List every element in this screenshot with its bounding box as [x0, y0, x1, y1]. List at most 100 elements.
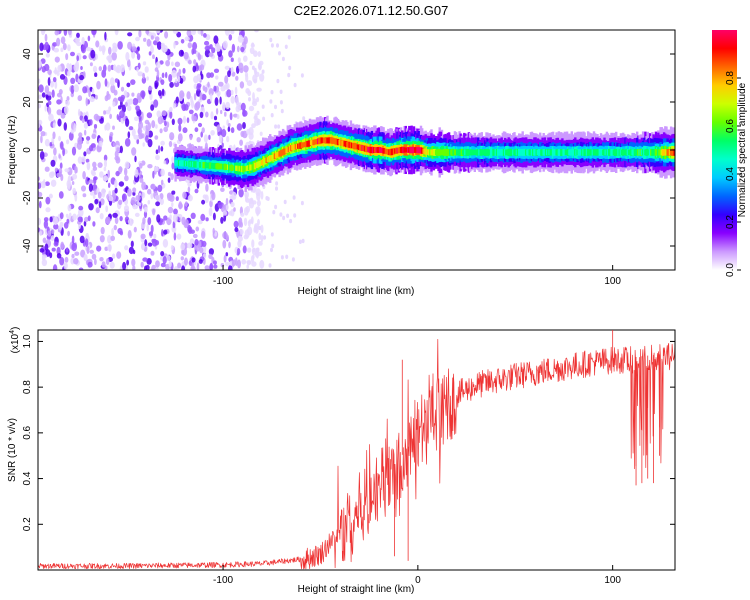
noise-blob	[127, 41, 133, 50]
noise-blob	[155, 30, 161, 34]
noise-blob	[275, 186, 278, 191]
noise-blob	[116, 251, 122, 259]
noise-blob	[96, 115, 101, 120]
noise-blob	[142, 72, 146, 79]
noise-blob	[58, 154, 61, 159]
noise-blob	[114, 187, 118, 194]
noise-blob	[127, 32, 133, 37]
noise-blob	[38, 60, 42, 68]
noise-blob	[127, 59, 131, 68]
noise-blob	[50, 179, 57, 187]
noise-blob	[112, 212, 118, 218]
noise-blob	[97, 162, 103, 169]
noise-blob	[256, 199, 261, 207]
noise-blob	[209, 93, 213, 102]
noise-blob	[231, 191, 237, 200]
noise-blob	[148, 51, 152, 56]
noise-blob	[52, 77, 57, 83]
noise-blob	[92, 65, 98, 73]
noise-blob	[243, 55, 248, 62]
noise-blob	[213, 85, 217, 92]
noise-blob	[51, 247, 56, 252]
noise-blob	[201, 199, 206, 205]
snr-y-tick-label: 0.2	[22, 517, 33, 531]
colorbar-gradient	[712, 30, 737, 270]
noise-blob	[236, 114, 240, 120]
noise-blob	[248, 105, 255, 112]
noise-blob	[118, 166, 123, 173]
noise-blob	[200, 73, 204, 80]
noise-blob	[99, 213, 104, 220]
noise-blob	[86, 161, 91, 171]
noise-blob	[87, 261, 93, 268]
noise-blob	[244, 194, 248, 203]
noise-blob	[260, 190, 264, 200]
ridge-segment	[295, 144, 299, 149]
noise-blob	[184, 257, 188, 266]
noise-blob	[53, 223, 59, 230]
noise-blob	[67, 204, 72, 212]
noise-blob	[81, 45, 86, 54]
noise-blob	[215, 75, 219, 80]
noise-blob	[162, 238, 169, 248]
noise-blob	[77, 108, 81, 117]
noise-blob	[82, 86, 88, 94]
noise-blob	[209, 200, 213, 208]
noise-blob	[256, 110, 260, 116]
colorbar-tick-label: 0.0	[725, 263, 736, 277]
noise-blob	[109, 261, 115, 269]
ridge-segment	[212, 162, 216, 169]
noise-blob	[115, 170, 120, 177]
noise-blob	[120, 64, 125, 73]
noise-blob	[285, 254, 289, 259]
noise-blob	[180, 256, 184, 261]
noise-blob	[145, 135, 149, 143]
ridge-segment	[288, 145, 292, 152]
noise-blob	[84, 238, 89, 248]
noise-blob	[179, 77, 184, 84]
noise-blob	[246, 80, 253, 87]
noise-blob	[82, 171, 86, 180]
ridge-segment	[309, 140, 313, 146]
noise-blob	[49, 216, 53, 223]
noise-blob	[89, 62, 93, 67]
snr-y-tick-label: 0.8	[22, 380, 33, 394]
noise-blob	[112, 125, 115, 130]
ridge-segment	[673, 149, 675, 156]
noise-blob	[150, 45, 154, 54]
noise-blob	[240, 130, 245, 138]
noise-blob	[226, 89, 232, 98]
noise-blob	[91, 253, 97, 260]
noise-blob	[182, 67, 186, 74]
noise-blob	[260, 234, 264, 243]
noise-blob	[261, 104, 265, 109]
noise-blob	[242, 245, 247, 254]
noise-blob	[91, 171, 96, 177]
noise-blob	[156, 110, 161, 118]
noise-blob	[298, 239, 302, 244]
noise-blob	[47, 106, 52, 116]
noise-blob	[47, 77, 51, 86]
noise-blob	[159, 60, 164, 65]
noise-blob	[224, 30, 230, 36]
noise-blob	[224, 111, 227, 117]
noise-blob	[186, 117, 190, 124]
noise-blob	[89, 96, 95, 103]
ridge-segment	[378, 147, 382, 153]
noise-blob	[239, 139, 244, 146]
noise-blob	[70, 129, 75, 134]
noise-blob	[265, 196, 269, 201]
noise-blob	[74, 142, 78, 148]
ridge-segment	[475, 149, 479, 156]
noise-blob	[131, 46, 137, 52]
noise-blob	[77, 216, 83, 223]
noise-blob	[135, 36, 140, 42]
noise-blob	[253, 226, 256, 233]
noise-blob	[38, 94, 42, 100]
noise-blob	[128, 246, 134, 255]
colorbar-tick-label: 0.4	[725, 167, 736, 181]
noise-blob	[103, 166, 107, 172]
noise-blob	[111, 228, 114, 236]
noise-blob	[56, 92, 62, 98]
noise-blob	[39, 248, 45, 253]
